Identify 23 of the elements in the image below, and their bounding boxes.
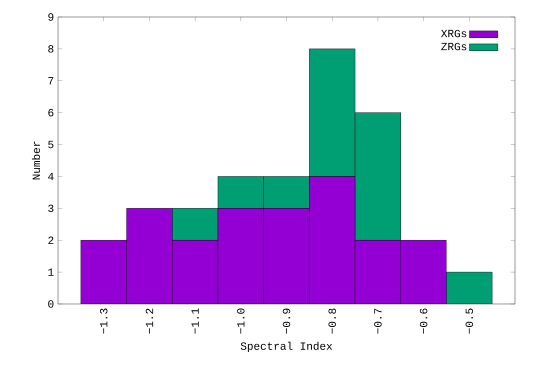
y-tick-label: 6 — [48, 108, 54, 116]
x-axis-title: Spectral Index — [240, 342, 332, 352]
x-tick-label: −0.8 — [328, 308, 336, 334]
x-tick-label: −1.2 — [146, 308, 154, 334]
y-tick-label: 8 — [48, 45, 54, 53]
y-tick-label: 5 — [48, 140, 54, 148]
y-tick-label: 3 — [48, 204, 54, 212]
y-tick-label: 1 — [48, 268, 54, 276]
x-tick-label: −1.3 — [100, 308, 108, 334]
x-tick-label: −0.7 — [374, 308, 382, 334]
y-tick-label: 9 — [48, 13, 54, 21]
y-tick-label: 2 — [48, 236, 54, 244]
x-tick-label: −1.0 — [237, 308, 245, 334]
y-axis-title: Number — [32, 142, 40, 180]
x-tick-label: −0.6 — [420, 308, 428, 334]
y-tick-label: 7 — [48, 77, 54, 84]
legend-label: ZRGs — [441, 42, 466, 50]
legend-label: XRGs — [441, 30, 466, 38]
x-tick-label: −0.5 — [466, 308, 474, 334]
x-tick-label: −1.1 — [191, 308, 199, 334]
x-tick-label: −0.9 — [282, 308, 290, 334]
y-tick-label: 4 — [48, 172, 54, 180]
y-tick-label: 0 — [48, 300, 54, 308]
